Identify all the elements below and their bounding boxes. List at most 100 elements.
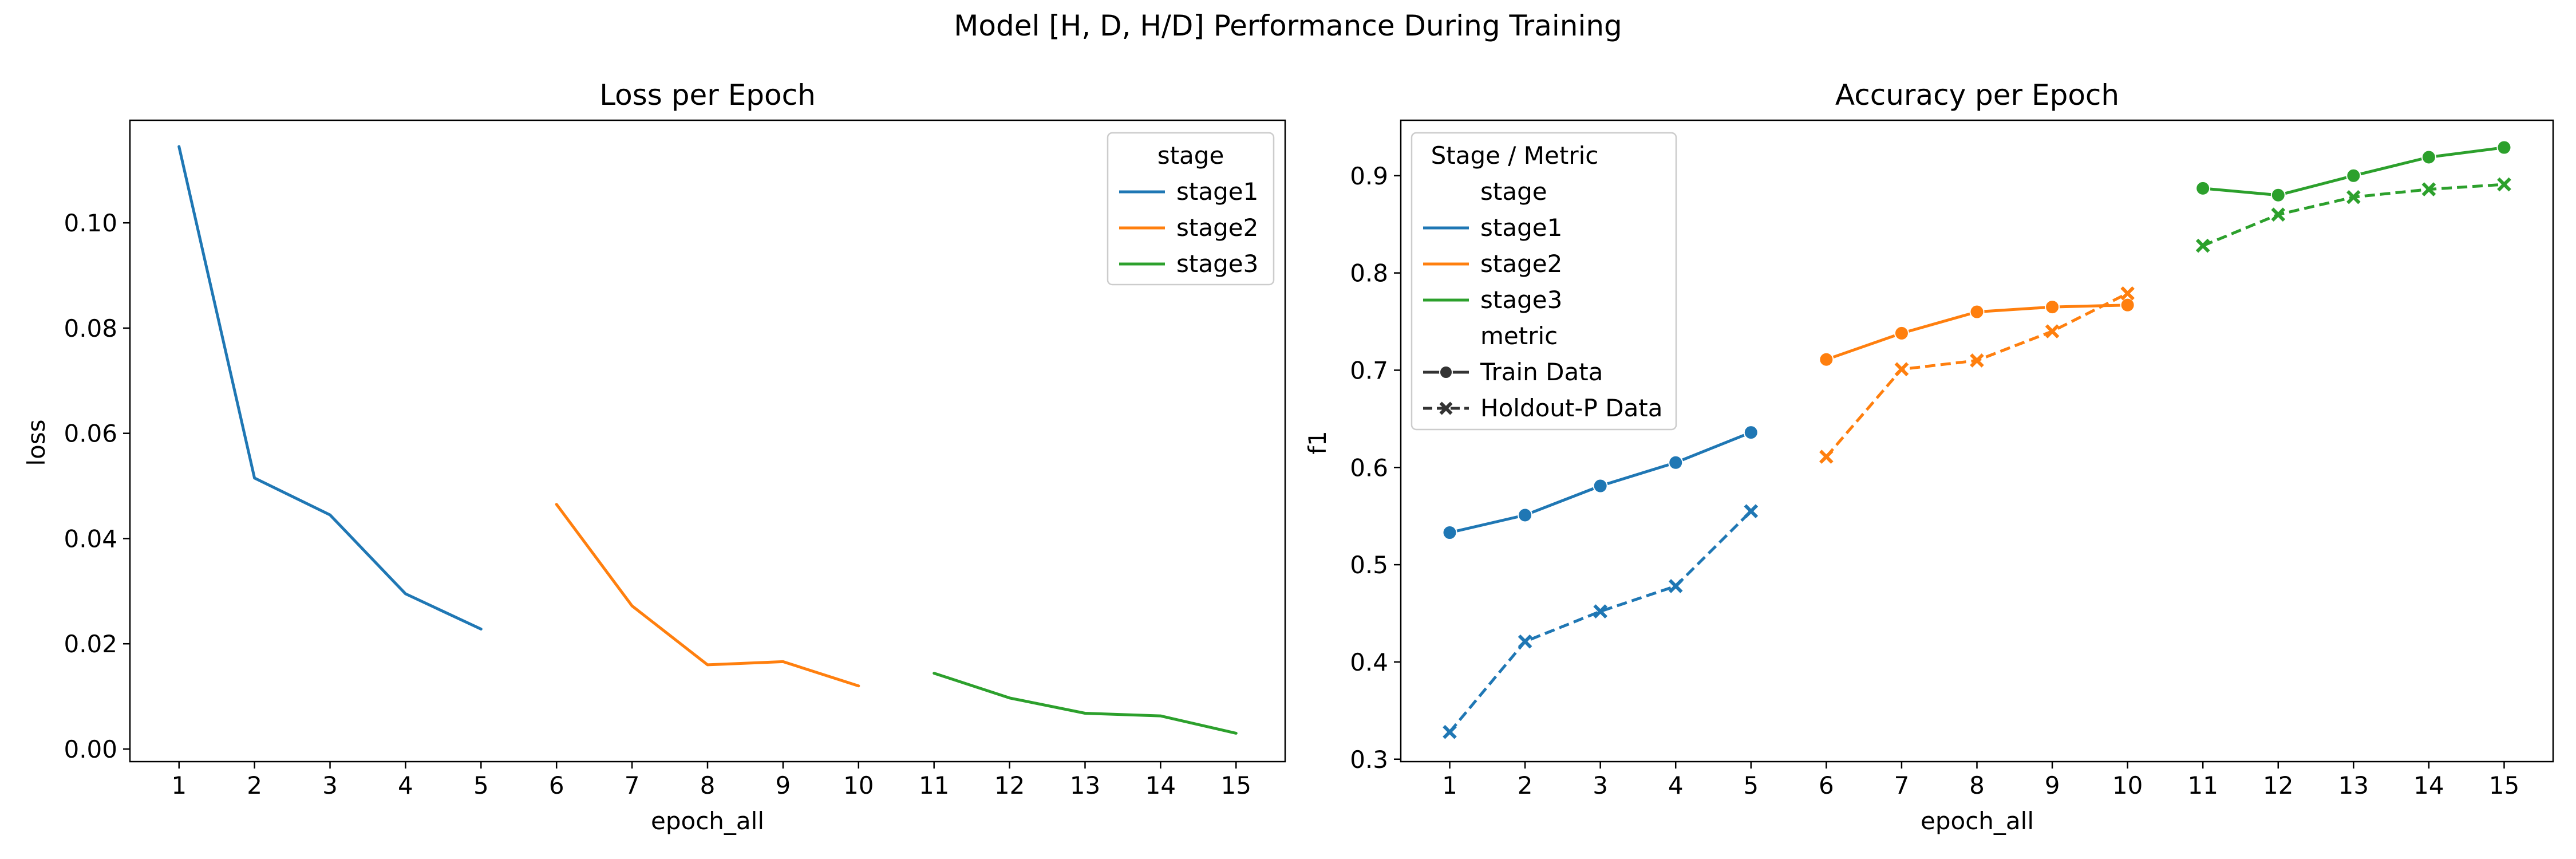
x-tick-label: 13 — [1070, 771, 1100, 799]
legend-marker — [1439, 365, 1453, 379]
data-point — [1819, 450, 1834, 464]
x-tick-label: 13 — [2338, 771, 2369, 799]
data-point — [2120, 297, 2135, 313]
data-point — [1894, 325, 1909, 341]
y-tick-label: 0.7 — [1350, 356, 1388, 384]
loss-chart-title: Loss per Epoch — [599, 78, 816, 112]
y-tick-label: 0.06 — [64, 420, 117, 448]
x-tick-label: 12 — [994, 771, 1025, 799]
y-tick-label: 0.10 — [64, 209, 117, 237]
x-tick-label: 1 — [171, 771, 187, 799]
legend-label: Holdout-P Data — [1480, 394, 1663, 422]
legend-label: stage2 — [1480, 250, 1562, 278]
x-tick-label: 8 — [700, 771, 716, 799]
y-tick-label: 0.5 — [1350, 551, 1388, 579]
data-point — [2045, 324, 2060, 338]
data-point — [2045, 300, 2060, 315]
x-tick-label: 7 — [625, 771, 640, 799]
x-tick-label: 1 — [1442, 771, 1457, 799]
x-tick-label: 4 — [398, 771, 413, 799]
y-tick-label: 0.3 — [1350, 746, 1388, 774]
legend-label: Train Data — [1480, 358, 1603, 386]
data-point — [1894, 362, 1909, 377]
x-tick-label: 3 — [322, 771, 338, 799]
data-point — [1744, 504, 1759, 519]
x-tick-label: 9 — [776, 771, 791, 799]
x-tick-label: 15 — [1221, 771, 1251, 799]
data-point — [1969, 304, 1985, 320]
accuracy-chart-title: Accuracy per Epoch — [1835, 78, 2119, 112]
data-point — [1819, 352, 1834, 367]
data-point — [2346, 168, 2361, 183]
loss-chart-xlabel: epoch_all — [651, 807, 764, 835]
stage3-line — [933, 672, 1238, 735]
data-point — [1593, 604, 1607, 618]
data-point — [2195, 238, 2210, 253]
legend-box — [1411, 132, 1677, 431]
y-tick-label: 0.02 — [64, 630, 117, 658]
data-point — [1518, 634, 1532, 649]
x-tick-label: 2 — [247, 771, 262, 799]
loss-legend: stage stage1 stage2 stage3 — [1107, 132, 1275, 286]
y-tick-label: 0.00 — [64, 735, 117, 763]
data-point — [2497, 177, 2511, 192]
legend-marker — [1439, 401, 1453, 415]
data-point — [2496, 140, 2512, 155]
x-tick-label: 11 — [2187, 771, 2218, 799]
x-tick-label: 2 — [1518, 771, 1533, 799]
figure-suptitle: Model [H, D, H/D] Performance During Tra… — [954, 9, 1622, 42]
data-point — [1442, 525, 1457, 541]
x-tick-label: 5 — [473, 771, 489, 799]
x-tick-label: 11 — [919, 771, 949, 799]
x-tick-label: 15 — [2489, 771, 2519, 799]
data-point — [1743, 425, 1759, 440]
data-point — [1668, 455, 1684, 470]
y-tick-label: 0.9 — [1350, 162, 1388, 190]
y-tick-label: 0.8 — [1350, 259, 1388, 287]
data-point — [2421, 182, 2436, 196]
loss-plot-area: 1 2 3 4 5 6 7 8 9 10 11 12 13 14 150.000.020.040.060.0… — [64, 119, 1286, 799]
x-tick-label: 10 — [843, 771, 874, 799]
accuracy-chart-ylabel: f1 — [1303, 431, 1332, 455]
loss-chart-ylabel: loss — [22, 419, 50, 466]
legend-title: Stage / Metric — [1431, 141, 1599, 170]
x-tick-label: 6 — [549, 771, 564, 799]
data-point — [1518, 507, 1533, 523]
stage1-holdout-p-data-line — [1448, 510, 1752, 733]
stage2-line — [555, 503, 860, 688]
data-point — [2195, 180, 2211, 196]
accuracy-plot-area: 1 2 3 4 5 6 7 8 9 10 11 12 13 14 150.30.40.50.60.70.80… — [1350, 119, 2554, 799]
data-point — [2421, 149, 2436, 165]
legend-label: stage1 — [1480, 214, 1562, 242]
legend-label: stage2 — [1176, 214, 1258, 242]
x-tick-label: 14 — [1145, 771, 1176, 799]
data-point — [1668, 579, 1683, 593]
data-point — [1970, 353, 1984, 368]
x-tick-label: 12 — [2263, 771, 2293, 799]
accuracy-legend: Stage / Metric stage stage1 stage2 stage3 met… — [1411, 132, 1677, 431]
data-point — [2270, 187, 2286, 203]
x-tick-label: 5 — [1743, 771, 1759, 799]
x-tick-label: 4 — [1668, 771, 1684, 799]
x-tick-label: 8 — [1969, 771, 1985, 799]
data-point — [1593, 478, 1608, 494]
x-tick-label: 10 — [2112, 771, 2143, 799]
data-point — [2120, 286, 2135, 301]
legend-label: metric — [1480, 322, 1558, 350]
legend-label: stage3 — [1176, 250, 1258, 278]
y-tick-label: 0.04 — [64, 525, 117, 553]
x-tick-label: 3 — [1593, 771, 1608, 799]
legend-label: stage — [1480, 178, 1547, 206]
stage1-line — [177, 145, 483, 631]
y-tick-label: 0.6 — [1350, 454, 1388, 482]
data-point — [2271, 207, 2286, 222]
x-tick-label: 7 — [1894, 771, 1910, 799]
legend-label: stage1 — [1176, 178, 1258, 206]
x-tick-label: 14 — [2413, 771, 2444, 799]
legend-box — [1107, 132, 1275, 286]
legend-label: stage3 — [1480, 286, 1562, 314]
data-point — [2346, 190, 2361, 204]
data-point — [1443, 724, 1457, 739]
